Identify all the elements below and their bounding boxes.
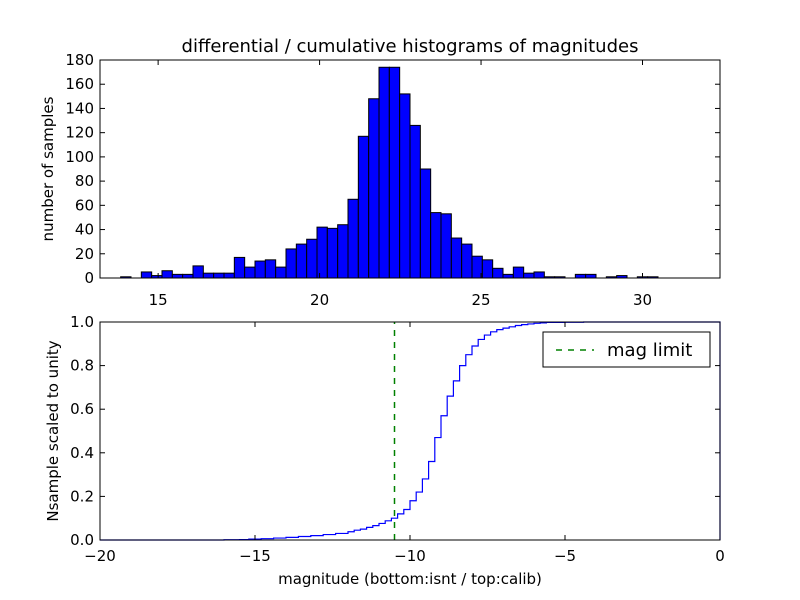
y-tick-label: 120	[65, 124, 94, 142]
histogram-bar	[202, 272, 215, 279]
y-ticks: 0 20 40 60 80 100 120 140 160 180	[65, 51, 720, 287]
x-tick-label: 15	[149, 291, 168, 309]
histogram-bar	[512, 266, 525, 279]
y-tick-label: 0.6	[70, 400, 94, 418]
x-tick-label: −20	[84, 547, 116, 565]
x-ticks: −20 −15 −10 −5 0	[84, 322, 725, 565]
cumulative-distribution-panel: Nsample scaled to unity magnitude (botto…	[44, 313, 725, 588]
histogram-bar	[192, 265, 204, 279]
y-tick-label: 20	[75, 245, 94, 263]
y-axis-label: number of samples	[39, 96, 57, 241]
y-tick-label: 0.4	[70, 444, 94, 462]
histogram-bar	[461, 243, 473, 279]
histogram-bar	[585, 273, 597, 279]
histogram-bar	[574, 273, 587, 279]
histogram-bars	[120, 66, 659, 279]
histogram-bar	[182, 273, 194, 279]
y-axis-label: Nsample scaled to unity	[44, 340, 62, 521]
histogram-bar	[533, 271, 545, 279]
y-tick-label: 60	[75, 196, 94, 214]
histogram-bar	[440, 213, 452, 279]
histogram-bar	[481, 259, 494, 279]
histogram-bar	[347, 198, 359, 279]
y-tick-label: 140	[65, 99, 94, 117]
x-tick-label: 30	[633, 291, 652, 309]
histogram-bar	[254, 260, 266, 279]
histogram-bar	[233, 256, 246, 279]
histogram-bar	[337, 224, 349, 279]
x-tick-label: −10	[394, 547, 426, 565]
y-tick-label: 100	[65, 148, 94, 166]
x-tick-label: 25	[471, 291, 490, 309]
histogram-bar	[492, 267, 504, 279]
y-tick-label: 180	[65, 51, 94, 69]
x-tick-label: −5	[554, 547, 576, 565]
y-tick-label: 0.8	[70, 357, 94, 375]
histogram-bar	[223, 272, 235, 279]
histogram-bar	[523, 272, 535, 279]
histogram-bar	[161, 270, 173, 279]
y-tick-label: 0.2	[70, 487, 94, 505]
y-tick-label: 40	[75, 221, 94, 239]
histogram-bar	[409, 124, 421, 279]
x-ticks: 15 20 25 30	[149, 60, 652, 309]
histogram-bar	[430, 212, 442, 279]
y-tick-label: 1.0	[70, 313, 94, 331]
histogram-bar	[244, 266, 256, 279]
plot-frame	[99, 59, 721, 279]
cumulative-step-line	[100, 321, 721, 541]
x-tick-label: −15	[239, 547, 271, 565]
chart-title: differential / cumulative histograms of …	[182, 36, 639, 57]
histogram-bar	[419, 168, 432, 279]
histogram-bar	[450, 237, 463, 279]
histogram-bar	[378, 66, 390, 279]
y-tick-label: 0	[84, 269, 94, 287]
y-ticks: 0.0 0.2 0.4 0.6 0.8 1.0	[70, 313, 720, 549]
histogram-bar	[140, 271, 153, 279]
histogram-bar	[171, 273, 184, 279]
histogram-bar	[316, 226, 328, 279]
histogram-bar	[213, 272, 225, 279]
series-lines	[100, 321, 721, 541]
differential-histogram-panel: differential / cumulative histograms of …	[39, 36, 721, 309]
histogram-bar	[295, 243, 308, 279]
x-tick-label: 20	[310, 291, 329, 309]
histogram-bar	[357, 135, 370, 279]
y-tick-label: 160	[65, 75, 94, 93]
axes-frame	[99, 59, 721, 279]
legend-label-mag-limit: mag limit	[607, 340, 692, 361]
histogram-bar	[264, 259, 277, 279]
histogram-bar	[399, 93, 411, 279]
legend: mag limit	[542, 331, 711, 368]
y-tick-label: 80	[75, 172, 94, 190]
histogram-bar	[285, 248, 297, 279]
histogram-bar	[275, 266, 287, 279]
x-axis-label: magnitude (bottom:isnt / top:calib)	[278, 570, 542, 588]
histogram-bar	[388, 66, 401, 279]
y-tick-label: 0.0	[70, 531, 94, 549]
histogram-bar	[368, 98, 380, 279]
histogram-bar	[326, 227, 339, 279]
x-tick-label: 0	[715, 547, 725, 565]
histogram-bar	[306, 238, 318, 279]
histogram-bar	[502, 273, 514, 279]
